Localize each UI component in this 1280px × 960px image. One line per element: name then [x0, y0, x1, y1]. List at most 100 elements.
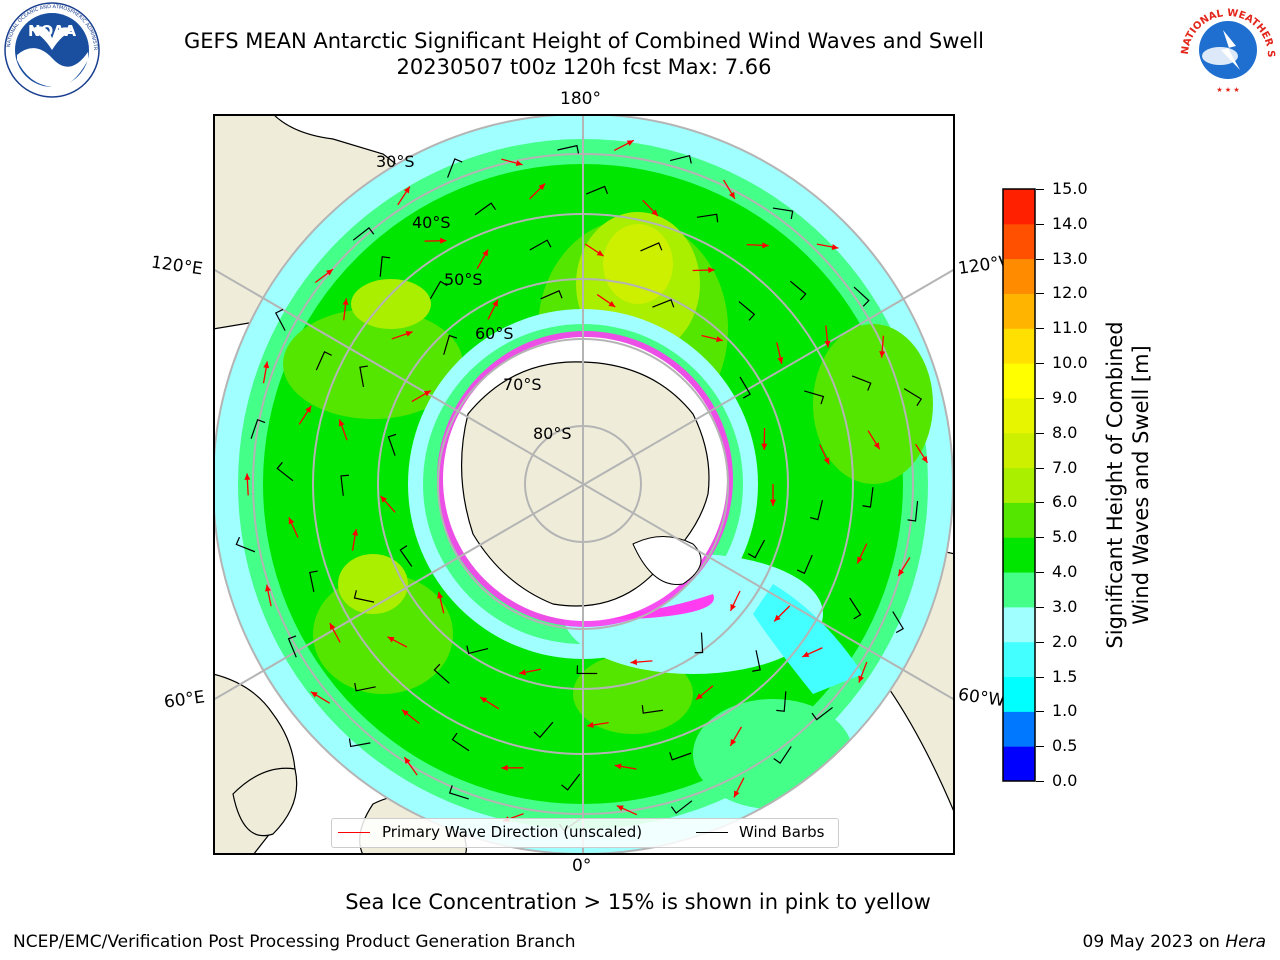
lat-label-30s: 30°S — [376, 152, 415, 171]
lat-label-70s: 70°S — [503, 375, 542, 394]
wind-barb — [250, 418, 266, 439]
colorbar-tick-label: 4.0 — [1052, 562, 1078, 582]
map-legend: Primary Wave Direction (unscaled) Wind B… — [331, 818, 839, 848]
wind-barb — [429, 280, 448, 300]
wind-barb — [309, 570, 318, 593]
wind-barb — [287, 635, 297, 658]
wind-barb — [641, 705, 664, 714]
wind-barb — [772, 207, 794, 220]
footer-branch: NCEP/EMC/Verification Post Processing Pr… — [13, 932, 576, 952]
lon-label-120e: 120°E — [149, 252, 204, 280]
wave-arrow-head — [403, 186, 410, 194]
colorbar-tick-mark — [1036, 467, 1044, 469]
wind-barb — [585, 185, 609, 195]
colorbar-bin — [1003, 432, 1035, 469]
wave-arrow-head — [733, 790, 740, 798]
wave-arrow-head — [630, 659, 638, 666]
noaa-logo-text: NOAA — [28, 22, 77, 40]
wave-arrow-head — [380, 495, 387, 503]
legend-wave-line — [338, 832, 370, 833]
wave-arrow-head — [777, 357, 784, 364]
wave-arrow-head — [730, 738, 737, 746]
colorbar-tick-label: 7.0 — [1052, 457, 1078, 477]
wave-arrow-head — [858, 675, 864, 683]
wind-barb — [540, 290, 563, 300]
colorbar-bin — [1003, 293, 1035, 329]
wave-arrow-head — [857, 556, 863, 564]
colorbar-tick-mark — [1036, 328, 1044, 330]
colorbar-tick-mark — [1036, 746, 1044, 748]
wave-arrow-head — [715, 336, 723, 343]
wave-arrow-head — [329, 623, 336, 631]
wind-barb — [652, 298, 675, 308]
colorbar-tick-label: 14.0 — [1052, 213, 1088, 233]
wind-barb — [696, 213, 719, 223]
sea-ice-caption: Sea Ice Concentration > 15% is shown in … — [345, 890, 931, 914]
wave-arrow-head — [761, 443, 768, 450]
colorbar-bin — [1003, 572, 1035, 608]
wind-barb — [670, 800, 693, 814]
wave-direction-arrows — [244, 139, 929, 822]
colorbar-tick-mark — [1036, 363, 1044, 365]
land-madagascar — [232, 767, 298, 837]
wind-barb — [474, 202, 497, 216]
colorbar-tick-mark — [1036, 676, 1044, 678]
colorbar-bin — [1003, 537, 1035, 573]
wind-barb — [576, 665, 598, 675]
wind-barb — [533, 721, 554, 739]
wind-barb — [274, 308, 286, 331]
lat-label-40s: 40°S — [412, 213, 451, 232]
wind-barb — [529, 239, 552, 251]
wind-barb — [353, 590, 375, 603]
wind-barb — [804, 390, 825, 405]
wave-arrow-head — [492, 299, 498, 307]
colorbar-tick-mark — [1036, 502, 1044, 504]
footer-date: 09 May 2023 on Hera — [1082, 932, 1267, 952]
lon-label-0: 0° — [572, 856, 592, 876]
wave-arrow-head — [423, 390, 431, 397]
wave-arrow-head — [616, 805, 624, 811]
wave-arrow-head — [770, 499, 776, 506]
colorbar-label: Significant Height of Combined Wind Wave… — [1103, 321, 1153, 649]
colorbar-tick-label: 15.0 — [1052, 179, 1088, 198]
footer-machine: Hera — [1225, 932, 1266, 952]
wind-barb — [561, 773, 581, 791]
wave-arrow-head — [626, 140, 634, 146]
colorbar-tick-label: 12.0 — [1052, 283, 1088, 303]
colorbar-tick-label: 1.0 — [1052, 701, 1078, 721]
wind-barb — [448, 785, 469, 800]
wind-barb — [773, 746, 792, 764]
wind-barb — [789, 280, 807, 301]
wind-barb — [447, 158, 463, 178]
colorbar-tick-label: 5.0 — [1052, 527, 1078, 547]
colorbar-bin — [1003, 502, 1035, 538]
lon-label-60w: 60°W — [956, 684, 1007, 712]
wave-arrow-head — [263, 361, 270, 369]
colorbar-bin — [1003, 746, 1035, 782]
wave-arrow-head — [614, 763, 622, 770]
wind-barbs — [235, 144, 923, 832]
colorbar-tick-label: 3.0 — [1052, 596, 1078, 616]
wind-barb — [670, 154, 692, 164]
lat-label-50s: 50°S — [444, 270, 483, 289]
colorbar-tick-label: 0.5 — [1052, 736, 1078, 756]
lat-label-60s: 60°S — [475, 324, 514, 343]
wave-arrow-head — [519, 669, 526, 676]
colorbar-tick-mark — [1036, 606, 1044, 608]
wave-arrow-head — [404, 757, 411, 765]
colorbar-tick-label: 13.0 — [1052, 248, 1088, 268]
wave-arrow-head — [586, 722, 594, 728]
wave-arrow-head — [729, 191, 735, 199]
legend-barb-label: Wind Barbs — [739, 823, 825, 841]
wind-barb — [235, 536, 256, 553]
map-panel — [213, 114, 955, 859]
colorbar-bin — [1003, 363, 1035, 399]
wave-arrow-head — [482, 249, 489, 257]
colorbar-tick-mark — [1036, 711, 1044, 713]
wind-barb — [354, 682, 376, 692]
wave-arrow-head — [695, 693, 703, 700]
wave-arrow-head — [730, 603, 736, 611]
wind-barb — [359, 365, 368, 388]
lat-label-80s: 80°S — [533, 424, 572, 443]
colorbar-tick-label: 2.0 — [1052, 631, 1078, 651]
